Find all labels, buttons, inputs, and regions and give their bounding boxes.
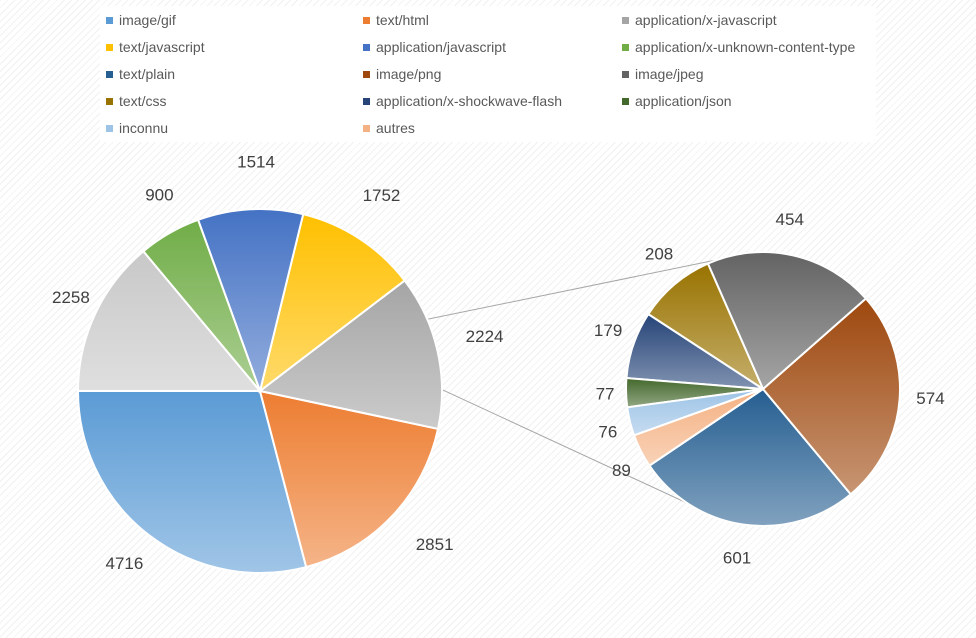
slice-image-png — [761, 297, 901, 496]
legend-label: application/x-javascript — [635, 12, 777, 28]
data-label-text-javascript: 1752 — [363, 186, 401, 205]
legend-swatch — [106, 16, 113, 24]
legend-label: image/gif — [119, 12, 176, 28]
legend-label: application/x-unknown-content-type — [635, 39, 856, 55]
data-label-inconnu: 76 — [598, 422, 617, 441]
slice-application-x-javascript — [257, 279, 443, 431]
slice-autres — [632, 388, 764, 467]
legend-item-image-gif: image/gif — [106, 12, 176, 28]
legend-label: image/png — [376, 66, 442, 82]
legend-label: autres — [376, 120, 415, 136]
legend-swatch — [622, 43, 629, 51]
data-label-other: 2258 — [52, 288, 90, 307]
legend-label: text/plain — [119, 66, 176, 82]
legend-item-application-x-shockwave-flash: application/x-shockwave-flash — [363, 93, 562, 109]
legend-swatch — [363, 16, 370, 24]
legend-label: text/css — [119, 93, 167, 109]
legend-item-autres: autres — [363, 120, 415, 136]
legend-label: application/javascript — [376, 39, 506, 55]
legend-swatch — [363, 124, 370, 132]
legend-label: application/json — [635, 93, 732, 109]
data-label-text-css: 208 — [645, 244, 673, 263]
data-label-application-javascript: 1514 — [237, 152, 275, 171]
slice-text-plain — [648, 387, 853, 527]
data-label-application-json: 77 — [596, 385, 615, 404]
data-label-image-gif: 4716 — [105, 554, 143, 573]
legend-item-application-javascript: application/javascript — [363, 39, 506, 55]
legend-swatch — [622, 16, 629, 24]
legend-label: text/html — [376, 12, 429, 28]
legend-swatch — [106, 97, 113, 105]
legend-swatch — [106, 70, 113, 78]
main-pie — [76, 208, 443, 574]
legend-item-application-x-javascript: application/x-javascript — [622, 12, 777, 28]
legend-swatch — [363, 70, 370, 78]
slice-image-jpeg — [706, 251, 868, 391]
legend-swatch — [106, 124, 113, 132]
slice-other — [76, 249, 263, 392]
slice-application-javascript — [196, 208, 305, 395]
data-label-autres: 89 — [612, 461, 631, 480]
legend-swatch — [622, 70, 629, 78]
legend-swatch — [363, 97, 370, 105]
legend-item-inconnu: inconnu — [106, 120, 168, 136]
chart-legend: image/gif text/html application/x-javascri… — [100, 6, 876, 142]
data-label-text-html: 2851 — [416, 535, 454, 554]
data-label-application-x-javascript: 2224 — [466, 327, 504, 346]
legend-item-application-json: application/json — [622, 93, 732, 109]
legend-swatch — [622, 97, 629, 105]
legend-item-text-plain: text/plain — [106, 66, 175, 82]
legend-item-text-html: text/html — [363, 12, 429, 28]
legend-label: application/x-shockwave-flash — [376, 93, 562, 109]
slice-image-gif — [76, 390, 308, 574]
data-label-application-x-shockwave-flash: 179 — [594, 321, 622, 340]
data-label-image-png: 574 — [916, 389, 944, 408]
legend-swatch — [106, 43, 113, 51]
legend-item-application-x-unknown-content-type: application/x-unknown-content-type — [622, 39, 855, 55]
slice-text-html — [258, 389, 440, 569]
secondary-pie — [625, 251, 901, 527]
data-labels: 4716 2851 2224 1752 1514 900 2258 601 574 454 208 1… — [52, 152, 945, 572]
data-label-image-jpeg: 454 — [776, 210, 804, 229]
data-label-application-x-unknown-content-type: 900 — [145, 186, 173, 205]
legend-item-image-png: image/png — [363, 66, 441, 82]
legend-swatch — [363, 43, 370, 51]
legend-label: inconnu — [119, 120, 169, 136]
legend-label: image/jpeg — [635, 66, 704, 82]
legend-item-image-jpeg: image/jpeg — [622, 66, 704, 82]
legend-label: text/javascript — [119, 39, 205, 55]
slice-text-css — [646, 262, 766, 392]
slice-text-javascript — [258, 212, 407, 394]
legend-item-text-css: text/css — [106, 93, 166, 109]
legend-item-text-javascript: text/javascript — [106, 39, 205, 55]
data-label-text-plain: 601 — [723, 548, 751, 567]
